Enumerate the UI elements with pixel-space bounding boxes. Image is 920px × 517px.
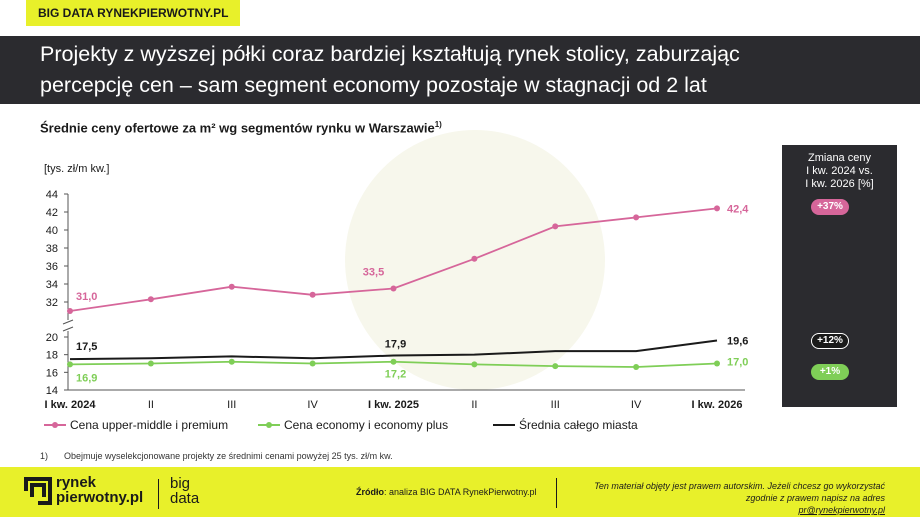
y-tick-label: 34 xyxy=(46,279,58,291)
data-label: 42,4 xyxy=(727,203,749,215)
copyright-note: Ten materiał objęty jest prawem autorski… xyxy=(560,480,885,516)
legend-marker xyxy=(266,422,272,428)
x-tick-label: I kw. 2025 xyxy=(368,399,419,411)
x-tick-label: III xyxy=(227,399,236,411)
axis-break-mark xyxy=(62,326,74,332)
logo-divider xyxy=(158,479,159,509)
data-label: 31,0 xyxy=(76,291,97,303)
bigdata-wordmark: big data xyxy=(170,476,199,506)
legend-label: Średnia całego miasta xyxy=(519,417,638,432)
headline-line-1: Projekty z wyższej półki coraz bardziej … xyxy=(40,42,740,66)
data-point xyxy=(147,296,154,303)
logo-line-1: rynek xyxy=(56,474,97,491)
series-line xyxy=(69,339,718,361)
data-point xyxy=(633,214,640,221)
data-point xyxy=(147,360,154,367)
data-point xyxy=(309,360,316,367)
data-point xyxy=(552,363,559,370)
data-label: 17,5 xyxy=(76,341,97,353)
copyright-line-1: Ten materiał objęty jest prawem autorski… xyxy=(594,481,885,491)
data-point xyxy=(714,205,720,212)
logo-wordmark: rynek pierwotny.pl xyxy=(56,475,143,505)
data-point xyxy=(67,361,73,368)
data-point xyxy=(228,283,235,290)
logo-line-2: pierwotny.pl xyxy=(56,489,144,506)
y-tick-label: 44 xyxy=(46,189,58,201)
copyright-line-2: zgodnie z prawem napisz na adres pr@ryne… xyxy=(560,492,885,516)
average-change-badge: +12% xyxy=(811,333,849,349)
change-panel-title-line: Zmiana ceny xyxy=(808,152,871,164)
bigdata-line-2: data xyxy=(170,490,200,507)
footer-divider xyxy=(556,478,557,508)
data-label: 17,0 xyxy=(727,357,748,369)
change-panel-title: Zmiana ceny I kw. 2024 vs. I kw. 2026 [%… xyxy=(782,152,897,191)
data-point xyxy=(309,291,316,298)
y-axis-label: [tys. zł/m kw.] xyxy=(44,163,109,175)
data-label: 17,2 xyxy=(385,369,406,381)
y-tick-label: 18 xyxy=(46,350,58,362)
x-tick-label: I kw. 2026 xyxy=(692,399,743,411)
data-label: 33,5 xyxy=(363,267,384,279)
data-point xyxy=(471,255,478,262)
x-tick-label: II xyxy=(471,399,477,411)
data-label: 19,6 xyxy=(727,336,748,348)
rynekpierwotny-logo-icon xyxy=(24,477,52,505)
data-point xyxy=(390,358,397,365)
page-headline: Projekty z wyższej półki coraz bardziej … xyxy=(0,36,920,104)
y-tick-label: 40 xyxy=(46,225,58,237)
y-tick-label: 32 xyxy=(46,297,58,309)
data-label: 17,9 xyxy=(385,339,406,351)
data-label: 16,9 xyxy=(76,372,97,384)
data-point xyxy=(67,308,73,314)
copyright-line-2-text: zgodnie z prawem napisz na adres xyxy=(745,493,885,503)
data-point xyxy=(390,285,397,292)
legend-marker xyxy=(52,422,58,428)
footnote-number: 1) xyxy=(40,451,49,461)
y-tick-label: 38 xyxy=(46,243,58,255)
legend-label: Cena upper-middle i premium xyxy=(70,418,228,432)
chart-subtitle: Średnie ceny ofertowe za m² wg segmentów… xyxy=(40,120,442,135)
y-tick-label: 16 xyxy=(46,367,58,379)
change-panel-title-line: I kw. 2024 vs. xyxy=(806,165,873,177)
contact-email-link[interactable]: pr@rynekpierwotny.pl xyxy=(798,505,885,515)
footnote: 1) Obejmuje wyselekcjonowane projekty ze … xyxy=(40,451,393,461)
source-note: Źródło: analiza BIG DATA RynekPierwotny.… xyxy=(356,487,537,497)
series-line xyxy=(69,207,718,312)
data-point xyxy=(471,361,478,368)
change-panel-title-line: I kw. 2026 [%] xyxy=(805,178,874,190)
x-tick-label: IV xyxy=(631,399,642,411)
source-text: : analiza BIG DATA RynekPierwotny.pl xyxy=(384,487,537,497)
y-tick-label: 14 xyxy=(46,385,58,397)
chart-subtitle-footnote-mark: 1) xyxy=(434,120,442,129)
y-tick-label: 42 xyxy=(46,207,58,219)
economy-change-badge: +1% xyxy=(811,364,849,380)
axis-break-mark xyxy=(62,319,74,325)
legend-label: Cena economy i economy plus xyxy=(284,418,448,432)
x-tick-label: I kw. 2024 xyxy=(45,399,97,411)
bigdata-line-1: big xyxy=(170,475,191,492)
footnote-text: Obejmuje wyselekcjonowane projekty ze śr… xyxy=(64,451,393,461)
x-tick-label: II xyxy=(148,399,154,411)
brand-tag: BIG DATA RYNEKPIERWOTNY.PL xyxy=(26,0,241,26)
footer-bar xyxy=(0,467,920,517)
data-point xyxy=(552,223,559,230)
y-tick-label: 36 xyxy=(46,261,58,273)
source-label: Źródło xyxy=(356,487,384,497)
x-tick-label: IV xyxy=(307,399,318,411)
premium-change-badge: +37% xyxy=(811,199,849,215)
data-point xyxy=(714,360,720,367)
change-panel xyxy=(782,145,897,407)
x-tick-label: III xyxy=(551,399,560,411)
y-tick-label: 20 xyxy=(46,332,58,344)
chart-subtitle-text: Średnie ceny ofertowe za m² wg segmentów… xyxy=(40,120,435,136)
data-point xyxy=(228,358,235,365)
headline-line-2: percepcję cen – sam segment economy pozo… xyxy=(40,73,707,97)
data-point xyxy=(633,364,640,371)
